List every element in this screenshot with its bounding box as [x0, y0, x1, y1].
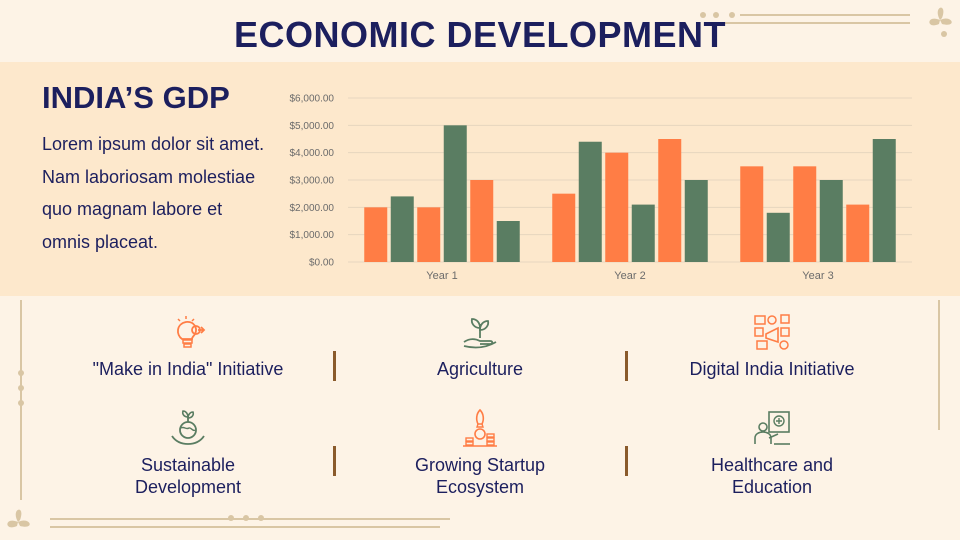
feature-make-in-india: "Make in India" Initiative — [88, 312, 288, 380]
feature-label: "Make in India" Initiative — [92, 359, 284, 379]
feature-divider — [625, 351, 628, 381]
feature-label: Agriculture — [436, 359, 524, 379]
floral-ornament-icon — [929, 7, 952, 37]
feature-label: Sustainable Development — [134, 455, 242, 497]
right-deco-line — [938, 300, 940, 430]
feature-healthcare-education: Healthcare and Education — [672, 408, 872, 498]
left-deco-dot — [18, 400, 24, 406]
left-deco-dot — [18, 385, 24, 391]
feature-divider — [333, 446, 336, 476]
bar — [496, 221, 520, 262]
bar — [364, 207, 388, 262]
bar — [631, 204, 655, 262]
bar — [766, 212, 790, 262]
bar — [417, 207, 441, 262]
bottom-deco-dot — [243, 515, 249, 521]
bar — [846, 204, 870, 262]
feature-label: Growing Startup Ecosystem — [414, 455, 546, 497]
feature-divider — [625, 446, 628, 476]
rocket-coins-icon — [463, 408, 497, 447]
page-title: ECONOMIC DEVELOPMENT — [233, 14, 727, 55]
left-deco-dot — [18, 370, 24, 376]
x-tick-label: Year 2 — [614, 270, 645, 282]
digital-devices-icon — [754, 314, 790, 350]
x-tick-label: Year 3 — [802, 270, 833, 282]
y-tick-label: $0.00 — [309, 258, 334, 269]
y-tick-label: $1,000.00 — [290, 230, 335, 241]
y-tick-label: $4,000.00 — [290, 148, 335, 159]
bottom-deco-line — [50, 518, 450, 520]
y-tick-label: $2,000.00 — [290, 203, 335, 214]
plant-hand-icon — [463, 318, 497, 349]
globe-sprout-icon — [171, 410, 205, 445]
y-tick-label: $6,000.00 — [290, 94, 335, 105]
bottom-deco-dot — [258, 515, 264, 521]
gdp-body-text: Lorem ipsum dolor sit amet. Nam laborios… — [42, 134, 265, 252]
bar — [390, 196, 414, 262]
feature-agriculture: Agriculture — [380, 312, 580, 380]
bar — [872, 139, 896, 262]
gdp-bar-chart: $0.00 $1,000.00 $2,000.00 $3,000.00 $4,000.0… — [290, 94, 912, 282]
bar — [605, 152, 629, 262]
top-deco-dot — [729, 12, 735, 18]
feature-sustainable-development: Sustainable Development — [88, 408, 288, 498]
gdp-heading: INDIA’S GDP — [42, 80, 230, 115]
feature-startup-ecosystem: Growing Startup Ecosystem — [380, 408, 580, 498]
feature-label: Digital India Initiative — [689, 359, 855, 379]
bottom-deco-line-2 — [50, 526, 440, 528]
bar — [578, 141, 602, 262]
bar — [793, 166, 817, 262]
top-deco-line-2 — [710, 22, 910, 24]
floral-ornament-icon — [7, 509, 30, 528]
doctor-board-icon — [754, 411, 790, 445]
top-deco-line — [740, 14, 910, 16]
bar — [684, 180, 708, 262]
top-deco-dot — [700, 12, 706, 18]
bar — [470, 180, 494, 262]
bottom-deco-dot — [228, 515, 234, 521]
y-tick-label: $3,000.00 — [290, 176, 335, 187]
bar — [658, 139, 682, 262]
top-deco-dot — [713, 12, 719, 18]
bar — [552, 193, 576, 262]
bar — [740, 166, 764, 262]
y-tick-label: $5,000.00 — [290, 121, 335, 132]
bar — [819, 180, 843, 262]
bar — [443, 125, 467, 262]
x-tick-label: Year 1 — [426, 270, 457, 282]
feature-divider — [333, 351, 336, 381]
lightbulb-gear-icon — [177, 316, 206, 348]
feature-digital-india: Digital India Initiative — [672, 312, 872, 380]
feature-label: Healthcare and Education — [710, 455, 834, 497]
